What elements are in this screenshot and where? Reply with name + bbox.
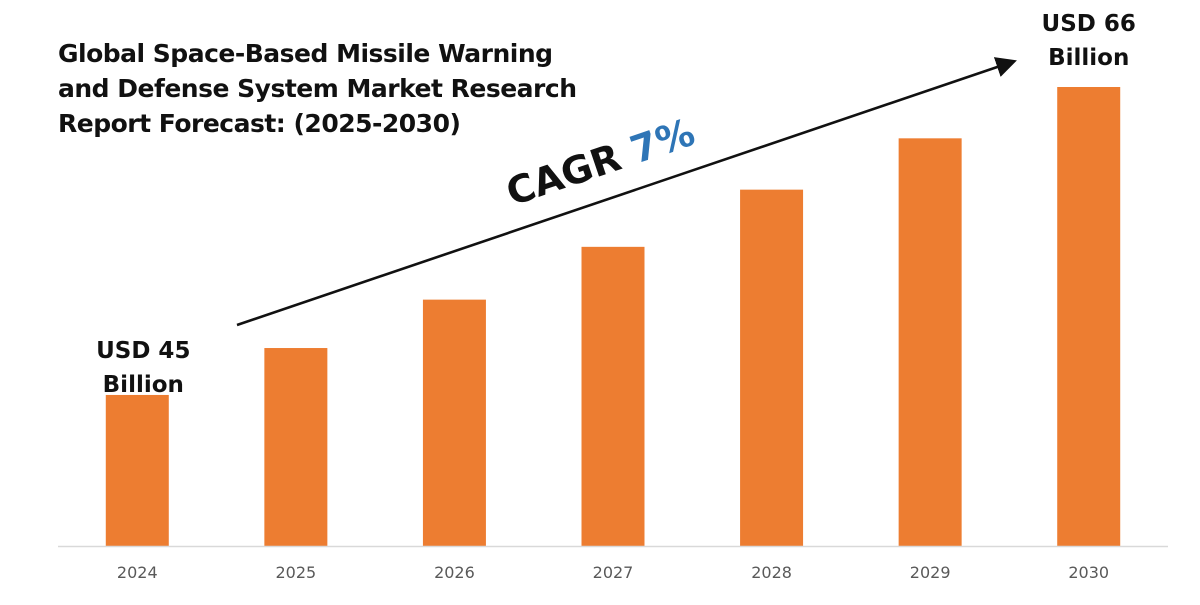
bar-2025 (264, 348, 328, 546)
x-tick-label-2024: 2024 (117, 563, 158, 582)
x-tick-label-2027: 2027 (593, 563, 634, 582)
x-tick-label-2030: 2030 (1068, 563, 1109, 582)
bar-2030 (1057, 87, 1121, 546)
bar-2024 (105, 394, 169, 546)
bar-2027 (581, 246, 645, 546)
bar-2026 (422, 299, 486, 546)
end-value-label: USD 66 Billion (1042, 11, 1136, 71)
chart-title: Global Space-Based Missile Warning and D… (58, 36, 578, 141)
trend-arrow (236, 57, 1017, 327)
bar-2028 (740, 189, 804, 546)
x-tick-label-2025: 2025 (275, 563, 316, 582)
chart-title-line-3: Report Forecast: (2025-2030) (58, 109, 461, 138)
x-tick-label-2028: 2028 (751, 563, 792, 582)
x-tick-label-2029: 2029 (910, 563, 951, 582)
x-tick-label-2026: 2026 (434, 563, 475, 582)
bar-2029 (898, 138, 962, 547)
start-value-label: USD 45 Billion (96, 338, 190, 398)
chart-title-line-1: Global Space-Based Missile Warning (58, 39, 553, 68)
chart-title-line-2: and Defense System Market Research (58, 74, 577, 103)
